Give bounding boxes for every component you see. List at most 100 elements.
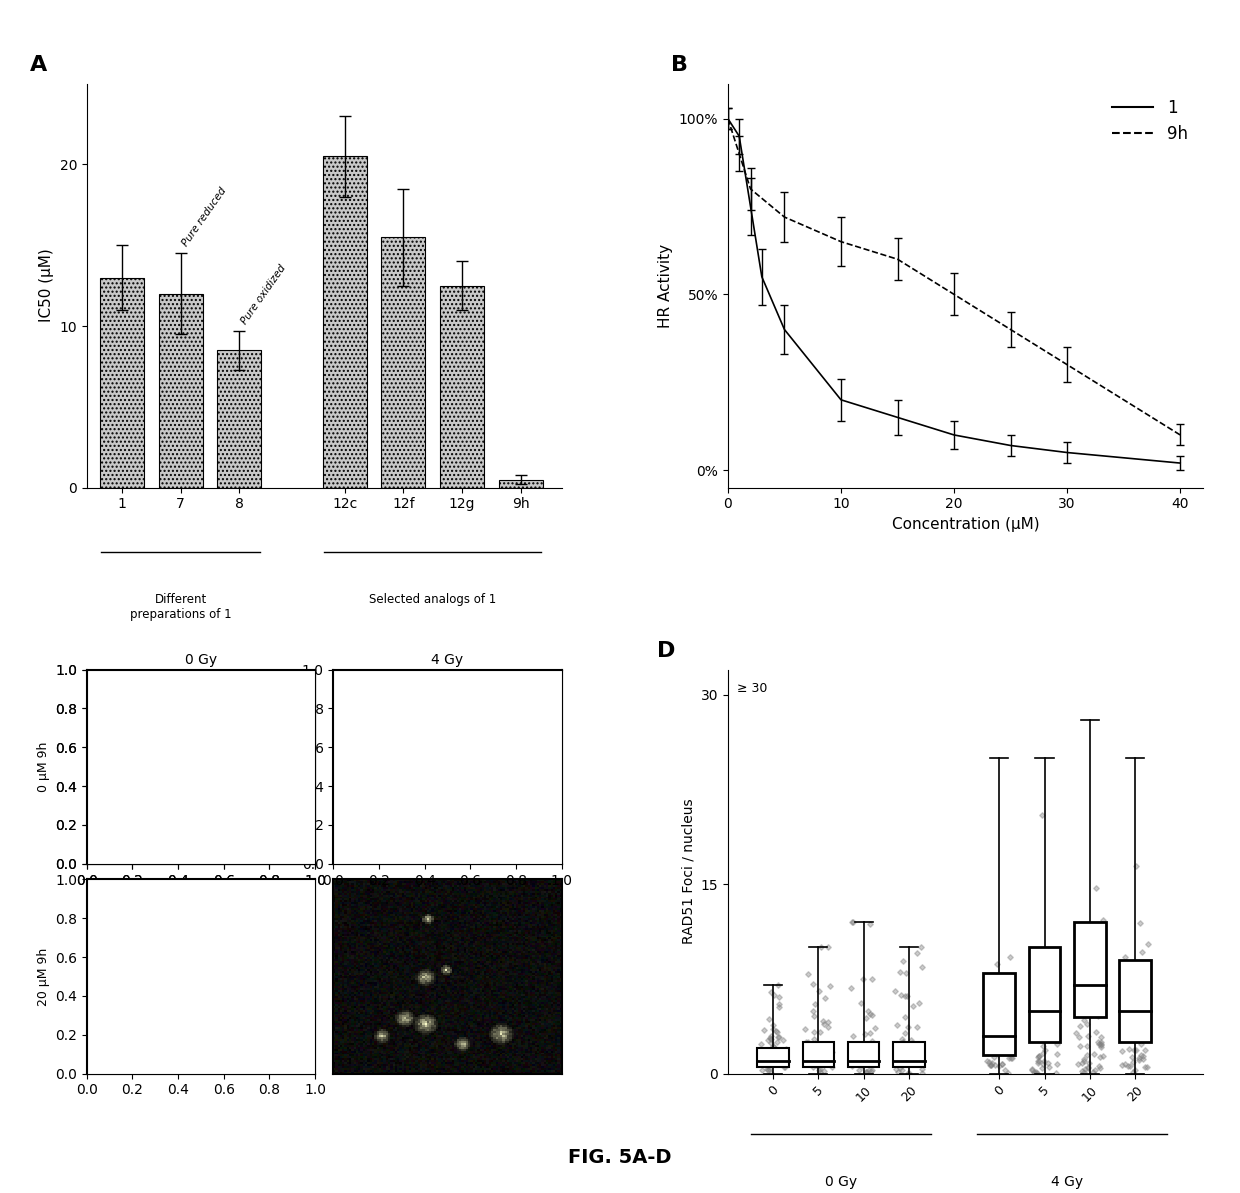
Point (895, 1007, 915, 1026)
Point (892, 1034, 911, 1053)
Point (761, 1027, 781, 1046)
Point (1122, 1047, 1142, 1067)
X-axis label: Concentration (μM): Concentration (μM) (892, 517, 1039, 532)
Point (998, 1064, 1018, 1083)
Point (892, 1043, 911, 1062)
Point (1112, 1024, 1132, 1043)
Bar (440, 285, 484, 488)
Point (1066, 1024, 1086, 1043)
Point (888, 1063, 908, 1082)
Point (805, 995, 825, 1014)
Point (862, 1061, 882, 1080)
Point (1030, 1018, 1050, 1037)
Point (1091, 1037, 1111, 1056)
Point (1022, 1061, 1042, 1080)
Point (1133, 1049, 1153, 1068)
Point (1078, 1046, 1097, 1065)
Point (909, 994, 929, 1013)
Point (898, 1018, 918, 1037)
Point (856, 1062, 875, 1081)
Point (1033, 1036, 1053, 1055)
Point (1133, 1046, 1153, 1065)
Point (1001, 947, 1021, 966)
Point (987, 954, 1007, 973)
Point (813, 1014, 833, 1033)
Y-axis label: IC50 (μM): IC50 (μM) (38, 248, 53, 322)
Point (996, 1040, 1016, 1059)
Point (1131, 983, 1151, 1002)
FancyBboxPatch shape (1074, 922, 1106, 1016)
Point (1126, 857, 1146, 876)
Point (1085, 1061, 1105, 1080)
Point (1079, 1053, 1099, 1073)
Point (1125, 1040, 1145, 1059)
Point (1130, 1019, 1149, 1038)
Point (813, 1061, 833, 1080)
Point (1024, 1063, 1044, 1082)
Point (1090, 1047, 1110, 1067)
Point (853, 969, 873, 988)
Point (805, 1007, 825, 1026)
Point (861, 1024, 880, 1043)
Point (1091, 1034, 1111, 1053)
Point (1023, 1018, 1043, 1037)
Point (799, 1032, 818, 1051)
Text: D: D (657, 642, 675, 661)
Point (1136, 1040, 1156, 1059)
Point (766, 1021, 786, 1040)
Point (775, 1058, 795, 1077)
Point (797, 965, 817, 984)
Point (1070, 1016, 1090, 1036)
Point (818, 1013, 838, 1032)
Point (1136, 1058, 1156, 1077)
Point (1130, 1049, 1149, 1068)
Point (1025, 1063, 1045, 1082)
Point (895, 1024, 915, 1043)
Point (769, 1027, 789, 1046)
Point (1135, 957, 1154, 976)
Point (751, 1034, 771, 1053)
Point (1035, 1040, 1055, 1059)
Point (1040, 989, 1060, 1008)
Point (1033, 1055, 1053, 1074)
Point (988, 1056, 1008, 1075)
Point (1028, 1047, 1048, 1067)
Point (862, 1006, 882, 1025)
Point (892, 985, 911, 1005)
Point (895, 1055, 915, 1074)
Point (764, 985, 784, 1005)
Point (1131, 914, 1151, 933)
Point (893, 1030, 913, 1049)
Point (761, 1063, 781, 1082)
Point (911, 938, 931, 957)
Point (1135, 973, 1154, 993)
Point (1091, 1028, 1111, 1047)
Point (770, 997, 790, 1016)
Point (808, 1061, 828, 1080)
Point (982, 1053, 1002, 1073)
Point (862, 970, 882, 989)
Point (981, 1055, 1001, 1074)
Title: 4 Gy: 4 Gy (432, 653, 464, 667)
Point (1029, 1052, 1049, 1071)
Text: B: B (671, 55, 688, 75)
Point (887, 1059, 906, 1078)
Point (817, 1050, 837, 1069)
Point (1034, 1052, 1054, 1071)
Point (1001, 1049, 1021, 1068)
Point (766, 1022, 786, 1041)
Point (1073, 1053, 1092, 1073)
Point (804, 975, 823, 994)
Legend: 1, 9h: 1, 9h (1105, 92, 1194, 149)
Point (806, 1045, 826, 1064)
Point (851, 994, 870, 1013)
Point (1130, 1051, 1149, 1070)
Point (1137, 1057, 1157, 1076)
FancyBboxPatch shape (848, 1043, 879, 1068)
FancyBboxPatch shape (1029, 947, 1060, 1043)
Text: Pure reduced: Pure reduced (181, 186, 228, 248)
Point (756, 1053, 776, 1073)
Point (1022, 970, 1042, 989)
Point (1043, 990, 1063, 1009)
Point (1022, 1059, 1042, 1078)
